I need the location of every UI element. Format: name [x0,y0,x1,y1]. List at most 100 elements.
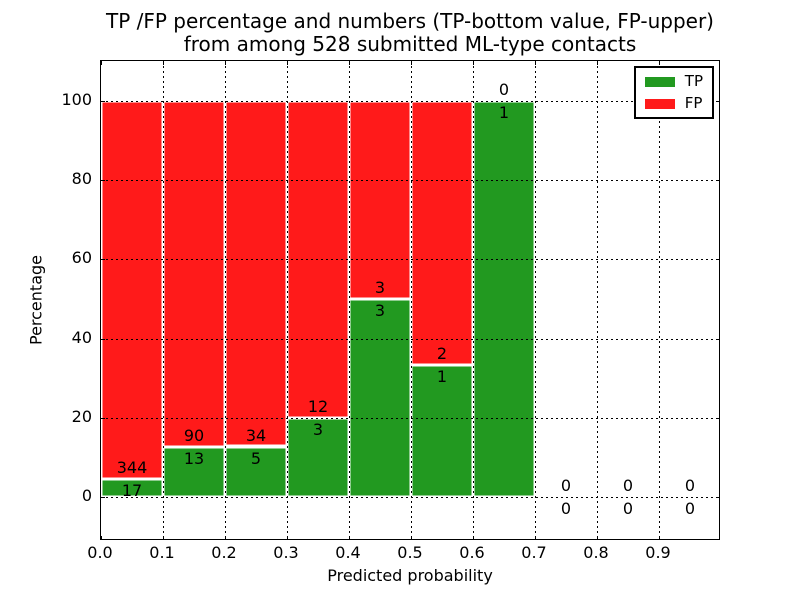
y-tick-mark [101,418,105,420]
y-tick-label: 60 [71,248,92,268]
x-tick-mark [101,536,102,540]
v-gridline [225,61,226,541]
tp-bar-segment [287,418,349,498]
fp-legend-label: FP [684,94,703,112]
v-gridline [411,61,412,541]
plot-area: TP FP 344 17 90 13 34 5 12 3 3 3 2 1 0 1 0 0 0 0 0 0 [100,60,721,541]
fp-count-label: 344 [116,457,148,477]
y-tick-mark [101,338,105,340]
tp-bar-segment [225,446,287,498]
tp-count-label: 0 [560,499,572,519]
chart-title: TP /FP percentage and numbers (TP-bottom… [100,10,720,56]
y-tick-label: 100 [61,89,92,109]
tp-count-label: 17 [121,480,143,500]
tp-count-label: 13 [183,449,205,469]
x-axis-label: Predicted probability [327,566,493,585]
x-tick-mark [659,536,660,540]
tp-legend-label: TP [684,72,703,90]
tp-bar-segment [473,100,535,498]
tp-count-label: 3 [374,301,386,321]
fp-bar-segment [101,100,163,479]
fp-bar-segment [225,100,287,447]
x-tick-label: 0.8 [583,543,609,562]
tp-bar-segment [411,365,473,498]
x-tick-label: 0.9 [645,543,671,562]
tp-legend-swatch-icon [644,76,675,87]
tp-count-label: 1 [436,367,448,387]
v-gridline [287,61,288,541]
tp-bar-segment [349,299,411,498]
fp-count-label: 0 [498,79,510,99]
y-tick-mark [101,259,105,261]
fp-count-label: 90 [183,426,205,446]
x-tick-mark [225,536,226,540]
x-tick-mark-top [101,61,102,65]
y-tick-mark-right [716,100,720,102]
y-tick-mark-right [716,259,720,261]
fp-bar-segment [163,100,225,448]
v-gridline [349,61,350,541]
x-tick-mark [163,536,164,540]
tp-count-label: 1 [498,102,510,122]
tp-bar-segment [163,447,225,498]
y-tick-mark [101,497,105,499]
x-tick-label: 0.5 [397,543,423,562]
y-tick-label: 20 [71,407,92,427]
v-gridline [659,61,660,541]
tp-count-label: 5 [250,448,262,468]
x-tick-mark [287,536,288,540]
tp-count-label: 0 [684,499,696,519]
x-tick-mark-top [163,61,164,65]
y-tick-mark-right [716,338,720,340]
x-tick-mark-top [597,61,598,65]
x-tick-mark [349,536,350,540]
y-tick-mark-right [716,418,720,420]
y-tick-label: 0 [81,486,92,506]
x-tick-mark [411,536,412,540]
fp-legend-swatch-icon [644,98,675,109]
y-tick-label: 40 [71,327,92,347]
x-tick-label: 0.6 [459,543,485,562]
tp-count-label: 0 [622,499,634,519]
x-tick-label: 0.4 [335,543,361,562]
fp-count-label: 2 [436,344,448,364]
x-tick-mark-top [287,61,288,65]
y-tick-mark [101,180,105,181]
y-tick-mark-right [716,180,720,181]
tp-bar-segment [101,478,163,498]
legend: TP FP [633,66,714,119]
v-gridline [163,61,164,541]
fp-bar-segment [287,100,349,418]
x-tick-label: 0.7 [521,543,547,562]
fp-count-label: 34 [245,425,267,445]
x-tick-label: 0.3 [273,543,299,562]
x-tick-mark-top [225,61,226,65]
chart-title-line2: from among 528 submitted ML-type contact… [183,32,637,56]
x-tick-mark-top [411,61,412,65]
v-gridline [597,61,598,541]
x-tick-label: 0.2 [211,543,237,562]
fp-count-label: 0 [560,476,572,496]
fp-count-label: 12 [307,397,329,417]
x-tick-label: 0.1 [149,543,175,562]
tp-count-label: 3 [312,420,324,440]
x-tick-label: 0.0 [87,543,113,562]
x-tick-mark [473,536,474,540]
fp-count-label: 0 [622,476,634,496]
v-gridline [473,61,474,541]
fp-count-label: 3 [374,278,386,298]
y-tick-label: 80 [71,169,92,188]
x-tick-mark-top [659,61,660,65]
x-tick-mark-top [349,61,350,65]
x-tick-mark [597,536,598,540]
y-tick-mark-right [716,497,720,499]
legend-item-fp: FP [644,94,703,112]
fp-bar-segment [349,100,411,299]
x-tick-mark-top [535,61,536,65]
v-gridline [535,61,536,541]
x-tick-mark [535,536,536,540]
chart-title-line1: TP /FP percentage and numbers (TP-bottom… [106,9,714,33]
fp-bar-segment [411,100,473,366]
y-tick-mark [101,100,105,102]
